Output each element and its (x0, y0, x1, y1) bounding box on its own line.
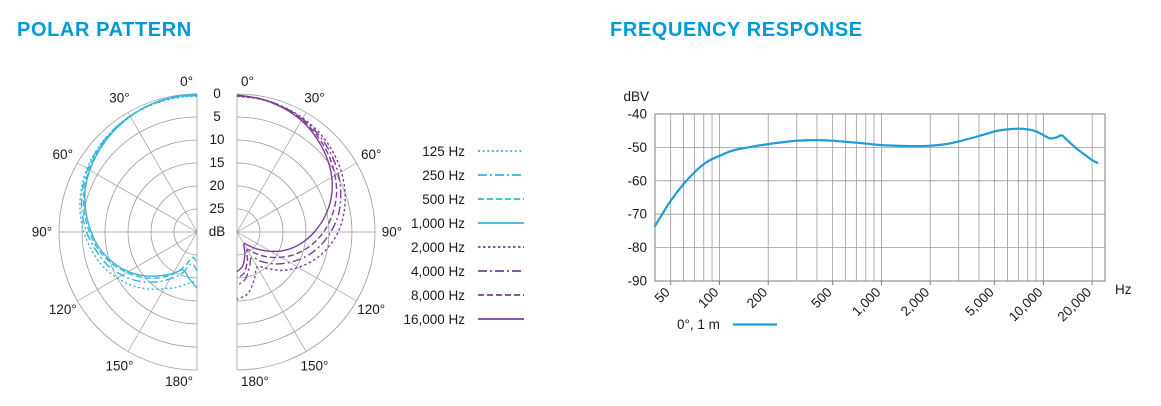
db-axis-label: 0 (213, 86, 221, 101)
legend-label: 125 Hz (422, 143, 465, 159)
legend-line-sample (478, 222, 524, 224)
x-tick-label: 10,000 (1006, 285, 1046, 325)
angle-label: 30° (109, 90, 129, 105)
plot-frame (654, 113, 1106, 282)
angle-label: 90° (32, 225, 52, 240)
legend-label: 8,000 Hz (410, 287, 465, 303)
legend-line-sample (478, 318, 524, 320)
y-tick-label: -50 (627, 140, 647, 155)
angle-label: 0° (180, 74, 193, 89)
polar-series-1 (79, 95, 198, 290)
polar-series-4 (84, 93, 198, 289)
legend-line-sample (478, 270, 524, 272)
legend-item: 500 Hz (403, 187, 524, 211)
polar-series-2 (80, 94, 198, 283)
y-axis-unit: dBV (623, 89, 649, 104)
angle-label: 60° (53, 147, 73, 162)
polar-series-7 (236, 94, 338, 279)
polar-radial-line (236, 231, 357, 302)
legend-line-sample (478, 150, 524, 152)
angle-label: 150° (301, 359, 329, 374)
angle-label: 60° (361, 147, 381, 162)
y-tick-label: -80 (627, 240, 647, 255)
legend-label: 250 Hz (422, 167, 465, 183)
angle-label: 90° (382, 225, 402, 240)
legend-item: 1,000 Hz (403, 211, 524, 235)
y-tick-label: -60 (627, 173, 647, 188)
legend-item: 8,000 Hz (403, 283, 524, 307)
db-axis-label: 20 (209, 178, 224, 193)
x-tick-label: 20,000 (1055, 285, 1095, 325)
frequency-response-chart: -40 -50 -60 -70 -80 -90 dBV 50 100 200 500 1,000 2,0… (623, 89, 1132, 332)
x-tick-label: 1,000 (849, 285, 884, 320)
x-axis-unit: Hz (1115, 282, 1132, 297)
angle-label: 120° (357, 302, 385, 317)
angle-label: 180° (165, 374, 193, 389)
polar-pattern-title: POLAR PATTERN (17, 19, 192, 41)
polar-pattern-chart: 0° 0° 180° 180° 30° 30° 60° 60° 90° 90° 120° 120° 15… (32, 74, 402, 389)
angle-label: 30° (304, 90, 324, 105)
polar-radial-line (127, 231, 198, 352)
y-tick-label: -40 (627, 107, 647, 122)
legend-item: 250 Hz (403, 163, 524, 187)
y-tick-label: -90 (627, 274, 647, 289)
x-tick-label: 5,000 (962, 285, 997, 320)
db-axis-label: 10 (209, 132, 224, 147)
freq-legend-label: 0°, 1 m (677, 317, 720, 332)
polar-frequency-legend: 125 Hz 250 Hz 500 Hz 1,000 Hz 2,000 Hz 4,000 … (403, 139, 524, 331)
polar-radial-line (236, 112, 307, 233)
polar-series-5 (236, 95, 346, 300)
legend-item: 16,000 Hz (403, 307, 524, 331)
legend-line-sample (478, 294, 524, 296)
x-tick-label: 2,000 (898, 285, 933, 320)
angle-label: 180° (241, 374, 269, 389)
legend-item: 4,000 Hz (403, 259, 524, 283)
x-tick-label: 50 (652, 285, 673, 306)
x-tick-label: 500 (808, 285, 835, 312)
x-tick-label: 200 (744, 285, 771, 312)
polar-series-6 (236, 95, 342, 286)
angle-label: 0° (241, 74, 254, 89)
legend-line-sample (478, 246, 524, 248)
polar-series-8 (236, 94, 333, 273)
legend-label: 1,000 Hz (410, 215, 465, 231)
polar-radial-line (127, 112, 198, 233)
x-tick-label: 100 (695, 285, 722, 312)
legend-label: 4,000 Hz (410, 263, 465, 279)
db-axis-label: 5 (213, 109, 221, 124)
polar-radial-line (77, 231, 198, 302)
angle-label: 120° (49, 302, 77, 317)
legend-item: 2,000 Hz (403, 235, 524, 259)
legend-line-sample (478, 198, 524, 200)
legend-label: 500 Hz (422, 191, 465, 207)
response-curve (653, 127, 1099, 227)
legend-line-sample (478, 174, 524, 176)
legend-item: 125 Hz (403, 139, 524, 163)
db-axis-unit: dB (209, 224, 226, 239)
polar-radial-line (236, 231, 307, 352)
legend-label: 16,000 Hz (403, 311, 465, 327)
frequency-response-title: FREQUENCY RESPONSE (610, 19, 863, 41)
angle-label: 150° (106, 359, 134, 374)
db-axis-label: 15 (209, 155, 224, 170)
legend-label: 2,000 Hz (410, 239, 465, 255)
polar-radial-line (77, 162, 198, 233)
polar-radial-line (236, 162, 357, 233)
db-axis-label: 25 (209, 201, 224, 216)
y-tick-label: -70 (627, 207, 647, 222)
